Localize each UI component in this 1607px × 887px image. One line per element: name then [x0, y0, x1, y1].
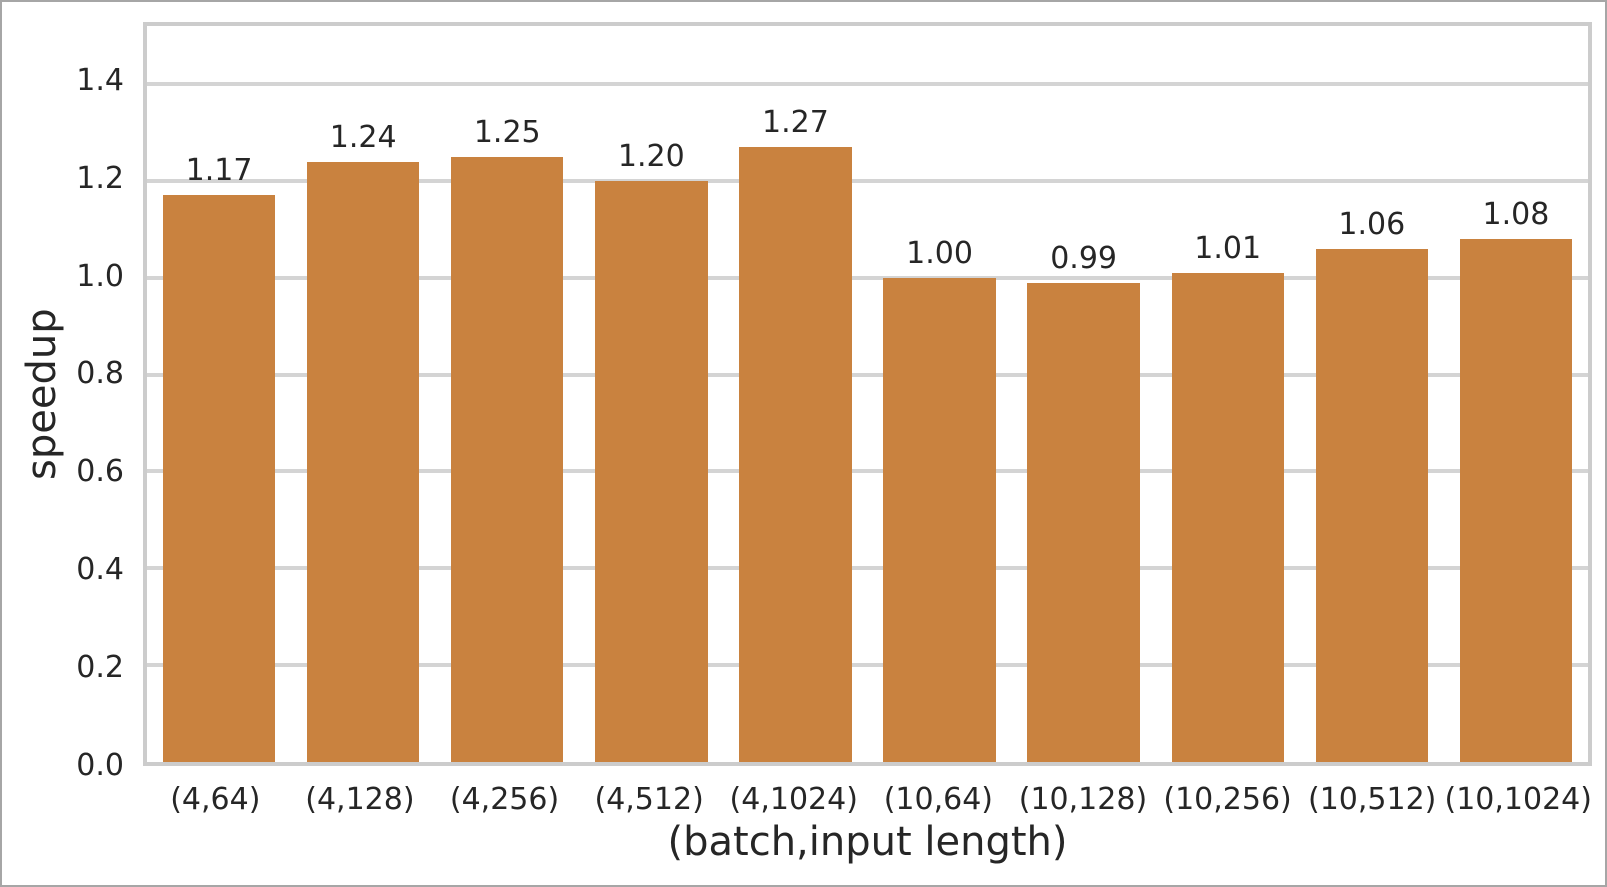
- bar-(10,512): [1315, 248, 1428, 762]
- bar-slot: 0.99: [1012, 26, 1156, 762]
- bar-(4,1024): [739, 147, 852, 762]
- gridline-y-0.8: [147, 372, 1588, 377]
- bar-slot: 1.00: [867, 26, 1011, 762]
- x-tick-label: (4,64): [170, 782, 261, 817]
- x-tick-label: (4,128): [305, 782, 415, 817]
- gridline-y-1.4: [147, 82, 1588, 87]
- x-tick-labels: (4,64) (4,128) (4,256) (4,512) (4,1024) (10,6…: [143, 784, 1592, 816]
- grid-layer: [147, 26, 1588, 762]
- bar-value-label: 0.99: [1050, 240, 1117, 276]
- bar-slot: 1.27: [723, 26, 867, 762]
- gridline-y-1.0: [147, 275, 1588, 280]
- bar-(4,128): [306, 161, 420, 762]
- y-tick-label: 0.4: [76, 552, 124, 588]
- bar-value-label: 1.06: [1338, 206, 1406, 242]
- x-tick-label: (10,512): [1307, 782, 1437, 817]
- x-tick-label: (10,64): [883, 782, 993, 817]
- bar-slot: 1.08: [1444, 26, 1588, 762]
- bar-value-label: 1.25: [473, 114, 541, 150]
- bar-value-label: 1.24: [329, 119, 397, 155]
- bar-(4,256): [451, 156, 564, 762]
- bar-slot: 1.01: [1156, 26, 1300, 762]
- y-tick-label: 0.8: [76, 356, 124, 392]
- x-tick-label: (10,128): [1018, 782, 1148, 817]
- y-tick-label: 0.0: [76, 748, 124, 783]
- bar-slot: 1.06: [1300, 26, 1444, 762]
- gridline-y-0.4: [147, 566, 1588, 571]
- bar-slot: 1.24: [291, 26, 435, 762]
- bar-(10,128): [1027, 282, 1140, 762]
- bar-value-label: 1.27: [762, 105, 829, 141]
- y-tick-label: 0.6: [76, 454, 124, 490]
- y-tick-label: 1.0: [76, 258, 124, 294]
- gridline-y-0.6: [147, 469, 1588, 474]
- bar-(4,512): [595, 180, 708, 762]
- y-tick-label: 0.2: [76, 650, 124, 686]
- x-tick-label: (10,256): [1163, 782, 1292, 817]
- bar-(10,1024): [1459, 239, 1573, 762]
- bar-value-label: 1.20: [617, 138, 685, 174]
- y-tick-label: 1.4: [76, 62, 124, 98]
- bar-(4,64): [162, 195, 276, 762]
- bar-value-label: 1.17: [185, 153, 253, 189]
- x-tick-label: (4,256): [449, 782, 560, 817]
- x-tick-label: (10,1024): [1444, 782, 1592, 817]
- bar-value-label: 1.01: [1194, 230, 1262, 266]
- x-tick-label: (4,512): [594, 782, 704, 817]
- bar-slot: 1.25: [435, 26, 579, 762]
- bars-layer: 1.17 1.24 1.25 1.20 1.27 1.00 0.99 1.01 1.06 1.08: [147, 26, 1588, 762]
- x-axis-label: (batch,input length): [667, 819, 1068, 865]
- bar-value-label: 1.00: [906, 235, 973, 271]
- bar-slot: 1.20: [579, 26, 723, 762]
- y-tick-label: 1.2: [76, 160, 124, 196]
- x-tick-label: (4,1024): [729, 782, 858, 817]
- bar-value-label: 1.08: [1482, 197, 1550, 233]
- bar-slot: 1.17: [147, 26, 291, 762]
- gridline-y-1.2: [147, 178, 1588, 183]
- bar-(10,256): [1171, 272, 1284, 762]
- plot-area: 1.17 1.24 1.25 1.20 1.27 1.00 0.99 1.01 1.06 1.08: [143, 22, 1592, 766]
- bar-(10,64): [883, 277, 996, 762]
- gridline-y-0.2: [147, 663, 1588, 668]
